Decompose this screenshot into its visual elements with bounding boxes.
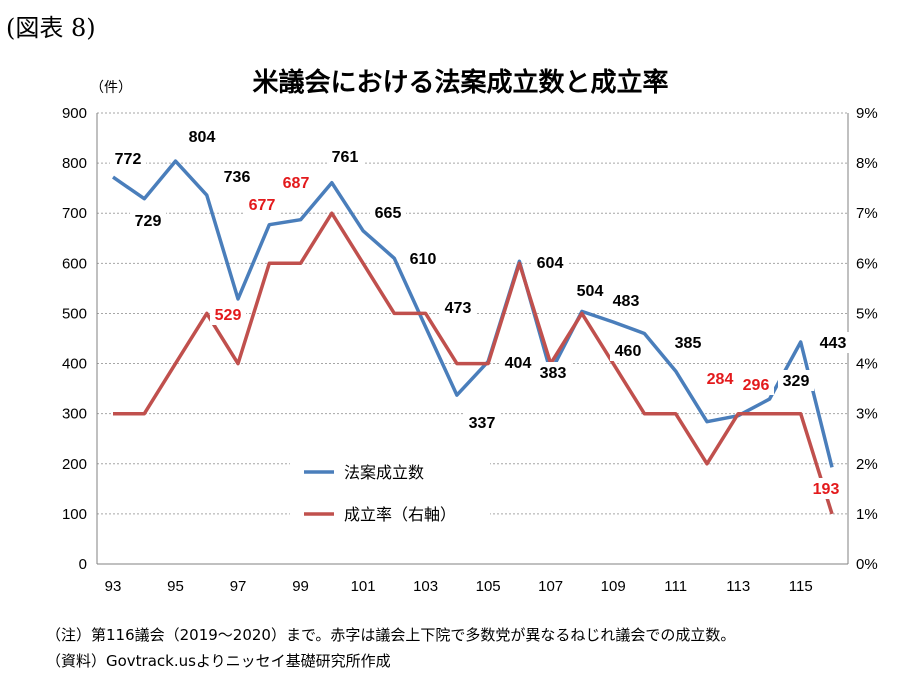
y2-tick-label: 0% (856, 556, 878, 573)
y-tick-label: 0 (79, 556, 87, 573)
x-tick-label: 101 (351, 578, 376, 595)
data-label: 687 (283, 175, 310, 192)
y2-tick-label: 1% (856, 506, 878, 523)
data-label: 736 (224, 169, 251, 186)
data-label-background (610, 340, 646, 361)
y2-tick-label: 3% (856, 406, 878, 423)
y-tick-label: 100 (62, 506, 87, 523)
x-tick-label: 97 (230, 578, 247, 595)
data-label-background (327, 146, 363, 167)
y-axis-unit-label: （件） (90, 80, 132, 96)
data-label-background (405, 248, 441, 269)
data-label-background (670, 332, 706, 353)
y-tick-label: 700 (62, 205, 87, 222)
data-label: 610 (410, 251, 437, 268)
data-label-background (244, 194, 280, 215)
x-tick-label: 95 (167, 578, 184, 595)
line-chart: 0 0% 100 1% 200 2% 300 3% 400 4% 500 5% 600 6% 700 7% 80… (62, 105, 878, 595)
data-label: 772 (115, 151, 142, 168)
data-label: 193 (813, 481, 840, 498)
y-tick-label: 500 (62, 305, 87, 322)
data-label-background (738, 374, 774, 395)
x-tick-label: 99 (292, 578, 309, 595)
chart-title: 米議会における法案成立数と成立率 (252, 68, 669, 98)
count-series-line (112, 159, 834, 468)
data-label-background (815, 332, 851, 353)
y-tick-label: 800 (62, 155, 87, 172)
y-tick-label: 300 (62, 406, 87, 423)
y2-tick-label: 7% (856, 205, 878, 222)
data-label: 729 (135, 213, 162, 230)
rate-series-line (113, 211, 834, 515)
y-tick-label: 200 (62, 456, 87, 473)
data-label: 337 (469, 415, 496, 432)
data-label: 284 (707, 371, 734, 388)
data-label-background (184, 126, 220, 147)
y2-tick-label: 5% (856, 305, 878, 322)
legend-label: 法案成立数 (344, 463, 424, 482)
data-label: 329 (783, 373, 810, 390)
data-label: 761 (332, 149, 359, 166)
data-label-background (572, 280, 608, 301)
chart-source: （資料）Govtrack.usよりニッセイ基礎研究所作成 (46, 652, 391, 670)
x-tick-label: 113 (726, 578, 750, 595)
data-label: 529 (215, 307, 242, 324)
data-label-background (532, 252, 568, 273)
data-label-background (608, 290, 644, 311)
data-label: 460 (615, 343, 642, 360)
y2-tick-label: 2% (856, 456, 878, 473)
data-label: 804 (189, 129, 216, 146)
data-label-background (370, 202, 406, 223)
data-label: 473 (445, 300, 472, 317)
data-label: 483 (613, 293, 640, 310)
x-tick-label: 103 (413, 578, 438, 595)
y2-tick-label: 6% (856, 255, 878, 272)
data-label-background (535, 362, 571, 383)
x-tick-label: 115 (789, 578, 813, 595)
data-label-background (808, 478, 844, 499)
y2-tick-label: 4% (856, 356, 878, 373)
data-label: 443 (820, 335, 847, 352)
data-label-background (440, 297, 476, 318)
y2-tick-label: 9% (856, 105, 878, 122)
legend-label: 成立率（右軸） (344, 505, 456, 524)
figure-label: (図表 8) (6, 14, 96, 42)
y-tick-label: 400 (62, 356, 87, 373)
data-label: 385 (675, 335, 702, 352)
data-label: 677 (249, 197, 276, 214)
data-label-background (210, 304, 246, 325)
data-label-background (702, 368, 738, 389)
data-label-background (464, 412, 500, 433)
x-tick-label: 107 (538, 578, 563, 595)
y-tick-label: 600 (62, 255, 87, 272)
x-tick-label: 109 (601, 578, 626, 595)
y-tick-label: 900 (62, 105, 87, 122)
data-label-background (500, 352, 536, 373)
data-label: 504 (577, 283, 604, 300)
y2-tick-label: 8% (856, 155, 878, 172)
data-label: 296 (743, 377, 770, 394)
data-label-background (110, 148, 146, 169)
x-tick-label: 93 (105, 578, 122, 595)
data-label: 383 (540, 365, 567, 382)
data-label-background (130, 210, 166, 231)
data-label-background (278, 172, 314, 193)
data-label: 604 (537, 255, 564, 272)
x-tick-label: 105 (476, 578, 501, 595)
chart-note: （注）第116議会（2019～2020）まで。赤字は議会上下院で多数党が異なるね… (46, 626, 736, 644)
data-label: 665 (375, 205, 402, 222)
data-label: 404 (505, 355, 532, 372)
data-label-background (219, 166, 255, 187)
legend-box (290, 455, 490, 533)
x-tick-label: 111 (664, 578, 687, 595)
data-label-background (778, 370, 814, 391)
